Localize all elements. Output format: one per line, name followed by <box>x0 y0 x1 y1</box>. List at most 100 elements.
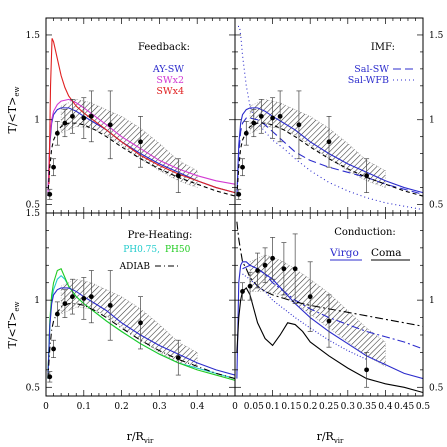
panel-1-ytick-label-left-3: 1.5 <box>26 31 41 41</box>
panel-1-legend-item-3: SWx4 <box>156 86 184 97</box>
x-axis-label-left: r/Rvir <box>127 430 154 445</box>
panel-4-data-point-9 <box>326 318 332 324</box>
panel-3-data-point-10 <box>175 355 181 361</box>
panel-3-ytick-label-left-1: 0.5 <box>26 383 41 393</box>
panel-3-plot-area <box>47 268 235 383</box>
panel-3-xtick-label-5: 0.4 <box>190 402 205 412</box>
panel-4-xtick-label-4: 0.15 <box>281 402 301 412</box>
x-axis-label-right-sub: vir <box>333 437 344 445</box>
panel-3-series-3-line <box>47 287 235 379</box>
panel-3-legend-title: Pre-Heating: <box>128 230 193 241</box>
x-axis-label-left-main: r/R <box>127 430 145 443</box>
panel-2-data-point-9 <box>326 139 332 145</box>
panel-4-data-point-1 <box>240 289 245 294</box>
panel-3-data-point-3 <box>54 311 60 317</box>
panel-1-data-point-2 <box>51 164 56 170</box>
x-axis-label-left-sub: vir <box>143 437 154 445</box>
panel-3-data-point-7 <box>88 294 94 300</box>
panel-4-data-point-3 <box>255 268 260 273</box>
panel-1-legend-item-2: SWx2 <box>156 75 184 86</box>
y-axis-label-bottom: T/<T>ew <box>6 302 21 349</box>
panel-2-data-point-7 <box>277 113 283 119</box>
panel-3-data-point-9 <box>138 320 143 326</box>
y-axis-label-top-main: T/<T> <box>6 97 19 134</box>
panel-3-xtick-label-1: 0 <box>43 402 49 412</box>
x-axis-label-right-main: r/R <box>317 430 335 443</box>
panel-2-ytick-label-right-1: 0.5 <box>429 201 444 211</box>
panel-3-data-point-8 <box>107 302 113 308</box>
panel-4-series-1-line <box>236 261 423 380</box>
y-axis-label-top-sub: ew <box>13 87 21 97</box>
panel-2-series-1-line <box>236 107 423 197</box>
panel-3-data-point-4 <box>62 301 68 307</box>
panel-4-data-point-8 <box>307 294 313 300</box>
panel-1-ytick-label-left-1: 0.5 <box>26 201 41 211</box>
panel-4-series-5-line <box>242 273 367 360</box>
panel-4-xtick-label-1: 0 <box>232 402 238 412</box>
panel-2-legend-title: IMF: <box>371 42 395 53</box>
panel-1-plot-area <box>47 38 235 200</box>
panel-4-xtick-label-11: 0.5 <box>416 402 431 412</box>
panel-4-legend-item-1: Virgo <box>329 247 359 259</box>
panel-1-data-point-6 <box>81 115 87 121</box>
panel-1-legend-item-1: AY-SW <box>152 64 184 75</box>
panel-1-series-4-line <box>47 122 235 197</box>
panel-4-legend-title: Conduction: <box>334 227 396 238</box>
panel-4-ytick-label-right-2: 1 <box>429 296 435 306</box>
panel-4-data-point-7 <box>292 266 298 272</box>
panel-4-xtick-label-10: 0.45 <box>394 402 414 412</box>
panel-4-data-point-6 <box>281 266 287 272</box>
panel-4-legend-item-2: Coma <box>371 247 402 259</box>
panel-3-data-point-5 <box>70 294 75 300</box>
y-axis-label-top: T/<T>ew <box>6 87 21 134</box>
panel-2-data-point-4 <box>251 120 257 126</box>
panel-2-legend-item-2: Sal-WFB <box>348 75 389 86</box>
panel-2-data-point-8 <box>296 122 302 128</box>
panel-2-data-point-2 <box>240 164 245 170</box>
panel-2-plot-area <box>236 25 423 211</box>
panel-3-series-4-line <box>47 303 235 380</box>
panel-4-data-point-10 <box>364 367 369 373</box>
panel-1-series-1-line <box>47 107 235 197</box>
panel-4-xtick-label-3: 0.1 <box>265 402 279 412</box>
panel-3-data-point-6 <box>81 296 87 301</box>
panel-4-xtick-label-2: 0.05 <box>244 402 264 412</box>
panel-4-xtick-label-8: 0.35 <box>357 402 377 412</box>
panel-3-legend-item-2: PH50 <box>165 245 191 255</box>
panel-2-series-4-line <box>236 122 423 197</box>
panel-2-ytick-label-right-3: 1.5 <box>429 31 444 41</box>
panel-3-xtick-label-3: 0.2 <box>114 402 128 412</box>
panel-4-plot-area <box>236 221 423 394</box>
panel-1-data-point-7 <box>88 113 94 119</box>
panel-2-ytick-label-right-2: 1 <box>429 116 435 126</box>
panel-3-data-point-1 <box>47 374 53 380</box>
panel-2-data-point-10 <box>364 173 369 179</box>
panel-4-xtick-label-7: 0.3 <box>341 402 356 412</box>
panel-3-xtick-label-2: 0.1 <box>77 402 91 412</box>
panel-3-ytick-label-left-3: 1.5 <box>26 209 41 219</box>
panel-1-data-point-8 <box>107 122 113 128</box>
panel-3-xtick-label-4: 0.3 <box>152 402 167 412</box>
panel-4-series-4-line <box>236 221 423 327</box>
panel-3-data-point-2 <box>51 346 56 352</box>
panel-1-legend-title: Feedback: <box>138 42 190 53</box>
panel-4-xtick-label-5: 0.2 <box>303 402 317 412</box>
panel-1-data-point-9 <box>138 139 143 145</box>
panel-4-xtick-label-9: 0.4 <box>378 402 393 412</box>
panel-4-data-point-4 <box>262 262 268 268</box>
panel-1-series-2-line <box>47 98 235 197</box>
panel-3-legend-item-1: PH0.75, <box>123 245 160 255</box>
panel-2-legend-item-1: Sal-SW <box>354 64 389 75</box>
panel-1-ytick-label-left-2: 1 <box>34 116 40 126</box>
panel-4: 0.510 0.05 0.1 0.15 0.2 0.25 0.3 0.35 0.4 0.45 0.5… <box>232 212 444 412</box>
x-axis-label-right: r/Rvir <box>317 430 344 445</box>
panel-3-ytick-label-left-2: 1 <box>34 296 40 306</box>
panel-4-hatched-band <box>249 254 386 367</box>
panel-1-data-point-5 <box>70 113 75 119</box>
panel-4-xtick-label-6: 0.25 <box>319 402 339 412</box>
y-axis-label-bottom-main: T/<T> <box>6 312 19 349</box>
panel-2-data-point-3 <box>243 130 249 136</box>
